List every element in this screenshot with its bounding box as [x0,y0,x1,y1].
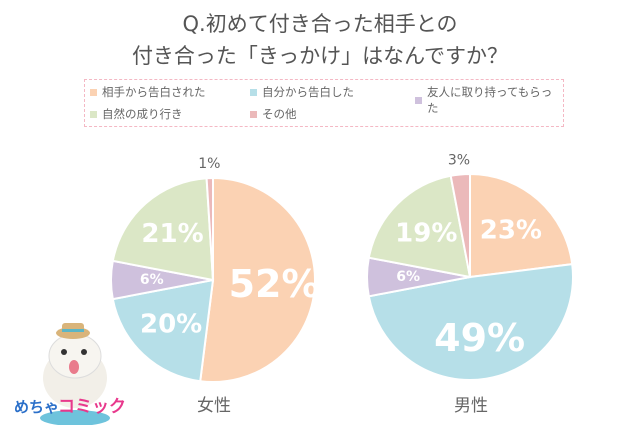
legend-item: その他 [250,106,297,122]
pie-slice [469,172,574,279]
chart-title-line1: Q.初めて付き合った相手との [182,12,458,36]
legend-label: その他 [262,107,297,121]
mechacomic-logo: めちゃ コミック [0,318,150,425]
data-label: 3% [448,153,470,169]
data-label: 19% [395,218,457,248]
legend-label: 自然の成り行き [102,107,183,121]
legend-swatch [250,88,257,96]
legend: 相手から告白された 自分から告白した 友人に取り持ってもらった 自然の成り行き … [84,79,564,127]
data-label: 6% [396,269,420,285]
legend-item: 友人に取り持ってもらった [415,84,563,116]
data-label: 52% [229,262,320,306]
svg-text:コミック: コミック [58,397,126,417]
legend-label: 相手から告白された [102,85,206,99]
pie-title-female: 女性 [197,396,231,416]
legend-swatch [250,110,257,118]
data-label: 20% [140,310,202,340]
pie-slice [449,172,471,278]
pie-slice [111,177,215,282]
data-label: 23% [480,216,542,246]
pie-title-male: 男性 [454,396,488,416]
legend-item: 自然の成り行き [90,106,183,122]
legend-item: 自分から告白した [250,84,354,100]
pie-slice [199,176,316,383]
pie-slice [367,174,472,279]
legend-swatch [90,110,97,118]
legend-label: 自分から告白した [262,85,354,99]
legend-item: 相手から告白された [90,84,206,100]
data-label: 1% [198,156,220,172]
legend-swatch [90,88,97,96]
chart-title-line2: 付き合った「きっかけ」はなんですか？ [131,44,509,68]
pie-slice [205,176,214,281]
data-label: 21% [141,219,203,249]
pie-slice [367,262,574,382]
data-label: 49% [434,316,525,360]
pie-slice [111,278,215,383]
legend-swatch [415,96,422,104]
data-label: 6% [140,272,164,288]
legend-label: 友人に取り持ってもらった [426,85,553,115]
svg-text:めちゃ: めちゃ [14,398,59,416]
